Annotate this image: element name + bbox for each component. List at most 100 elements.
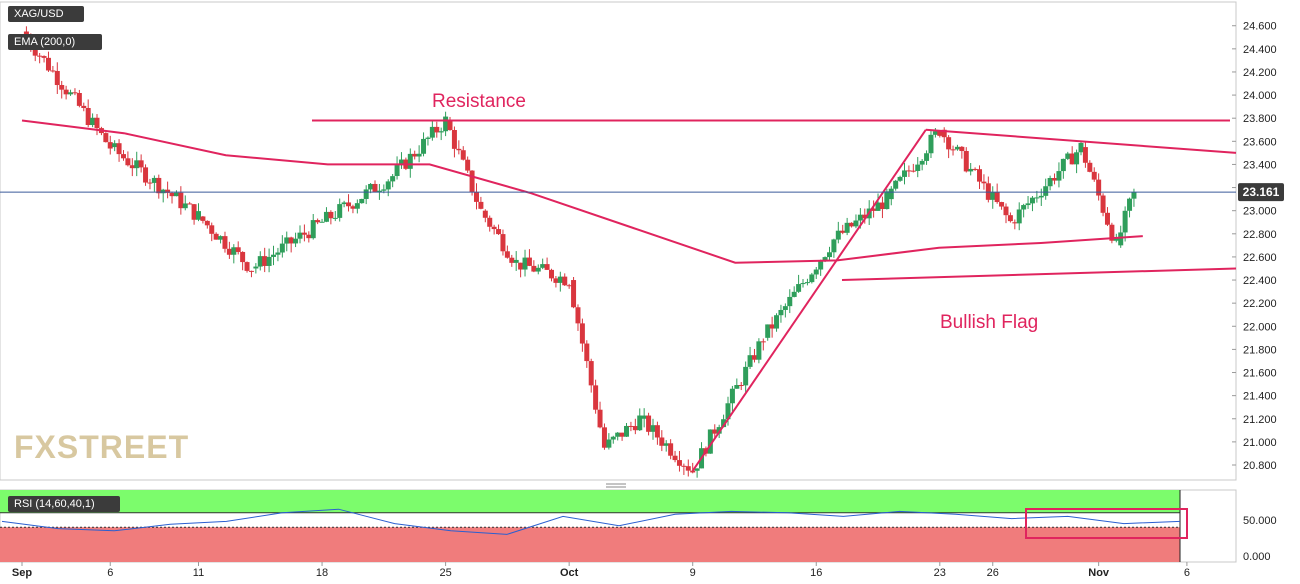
candle-body — [1056, 171, 1062, 181]
candle-body — [381, 189, 387, 191]
candle-body — [376, 190, 382, 193]
candle-body — [593, 385, 599, 410]
candle-body — [301, 232, 307, 235]
candle-body — [63, 89, 69, 95]
price-axis-label: 22.000 — [1243, 321, 1277, 333]
candle-body — [94, 117, 100, 129]
price-axis-label: 21.800 — [1243, 344, 1277, 356]
price-axis-label: 24.200 — [1243, 67, 1277, 79]
resistance-label: Resistance — [432, 91, 526, 112]
candle-body — [1113, 237, 1119, 241]
candle-body — [725, 403, 731, 420]
candle-body — [1118, 232, 1124, 246]
instrument-label: XAG/USD — [8, 6, 84, 22]
candle-body — [977, 169, 983, 182]
candle-body — [1131, 192, 1137, 199]
candle-body — [959, 146, 965, 152]
candle-body — [416, 153, 422, 157]
candle-body — [398, 159, 404, 166]
candle-body — [681, 465, 687, 467]
candle-body — [650, 425, 656, 432]
candle-body — [1003, 206, 1009, 216]
candle-body — [628, 425, 634, 427]
candle-body — [871, 208, 877, 211]
price-panel — [0, 1, 1237, 481]
price-axis-label: 23.800 — [1243, 113, 1277, 125]
candle-body — [191, 204, 197, 220]
candle-body — [826, 252, 832, 258]
rsi-axis-label: 0.000 — [1243, 551, 1271, 563]
candle-body — [968, 168, 974, 172]
candle-body — [535, 267, 541, 272]
candle-body — [359, 198, 365, 204]
candle-body — [835, 230, 841, 240]
candle-body — [284, 237, 290, 244]
candle-body — [624, 425, 630, 437]
candle-body — [151, 177, 157, 183]
candle-body — [738, 385, 744, 387]
candle-body — [994, 192, 1000, 203]
candle-body — [231, 247, 237, 255]
candle-body — [204, 220, 210, 226]
price-axis-label: 24.600 — [1243, 21, 1277, 33]
candle-body — [120, 154, 126, 159]
candle-body — [385, 181, 391, 190]
candle-body — [496, 229, 502, 235]
candle-body — [1091, 171, 1097, 180]
candle-body — [491, 226, 497, 230]
candle-body — [990, 192, 996, 200]
candle-body — [557, 276, 563, 283]
candle-body — [963, 151, 969, 172]
candle-body — [478, 201, 484, 209]
candle-body — [932, 131, 938, 135]
date-axis-label: 9 — [690, 567, 696, 579]
candle-body — [1060, 158, 1066, 172]
candle-body — [354, 203, 360, 209]
candle-body — [257, 256, 263, 267]
candle-body — [522, 257, 528, 270]
candle-body — [540, 264, 546, 268]
candle-body — [822, 257, 828, 261]
candle-body — [76, 93, 82, 106]
candle-body — [840, 230, 846, 233]
candle-body — [804, 282, 810, 284]
date-axis-label: Oct — [560, 567, 579, 579]
candle-body — [778, 309, 784, 316]
candle-body — [469, 170, 475, 193]
candle-body — [875, 202, 881, 211]
candle-body — [888, 188, 894, 200]
candle-body — [712, 429, 718, 434]
candle-body — [941, 129, 947, 138]
candle-body — [1047, 177, 1053, 187]
price-axis-label: 22.200 — [1243, 298, 1277, 310]
date-axis-label: Sep — [12, 567, 32, 579]
candle-body — [729, 388, 735, 404]
candle-body — [1127, 198, 1133, 211]
candle-body — [946, 137, 952, 150]
candle-body — [531, 265, 537, 272]
candle-body — [341, 202, 347, 205]
candle-body — [646, 415, 652, 432]
price-axis-label: 23.400 — [1243, 159, 1277, 171]
candle-body — [615, 432, 621, 437]
candle-body — [884, 191, 890, 210]
date-axis-label: 11 — [193, 567, 204, 579]
candle-body — [853, 220, 859, 227]
candle-body — [59, 85, 65, 90]
candle-body — [774, 315, 780, 329]
flag-upper-line — [925, 128, 1237, 154]
candle-body — [1021, 205, 1027, 210]
candle-body — [306, 234, 312, 239]
candle-body — [473, 192, 479, 202]
candle-body — [1038, 195, 1044, 198]
candle-body — [279, 243, 285, 253]
candle-body — [813, 269, 819, 275]
rsi-highlight-box — [1025, 508, 1188, 539]
candle-body — [849, 222, 855, 227]
candle-body — [54, 70, 60, 86]
candle-body — [434, 126, 440, 133]
candle-body — [668, 443, 674, 456]
date-axis-label: 6 — [107, 567, 113, 579]
candle-body — [800, 283, 806, 285]
candle-body — [288, 237, 294, 244]
